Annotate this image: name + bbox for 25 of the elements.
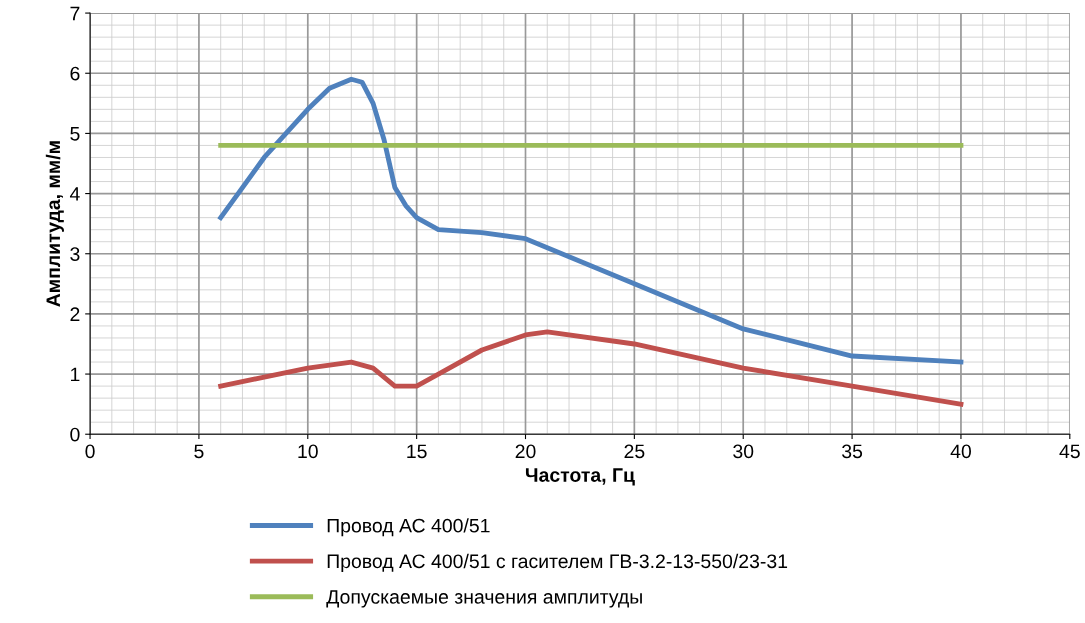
line-series xyxy=(218,76,964,365)
legend-label: Провод АС 400/51 xyxy=(327,518,490,537)
y-tick-label: 3 xyxy=(70,247,80,261)
x-tick-label: 30 xyxy=(733,444,754,459)
x-tick-label: 15 xyxy=(407,444,427,459)
y-tick-label: 1 xyxy=(71,367,80,382)
x-tick-label: 45 xyxy=(1059,444,1080,459)
x-tick-label: 35 xyxy=(842,444,863,459)
y-tick-label: 7 xyxy=(70,6,80,21)
x-tick-label: 10 xyxy=(298,444,318,459)
x-tick-label: 25 xyxy=(624,444,645,459)
x-tick-label: 0 xyxy=(85,444,95,459)
y-tick-label: 0 xyxy=(70,427,80,442)
y-tick-label: 5 xyxy=(70,127,80,141)
x-tick-label: 5 xyxy=(194,444,204,459)
y-tick-label: 6 xyxy=(70,66,80,81)
x-tick-label: 40 xyxy=(950,444,971,459)
y-tick-label: 4 xyxy=(69,187,80,201)
x-tick-label: 20 xyxy=(515,444,536,459)
y-tick-label: 2 xyxy=(70,307,80,321)
legend-label: Провод АС 400/51 с гасителем ГВ-3.2-13-550/23-31 xyxy=(327,553,788,572)
y-axis-title: Амплитуда, мм/м xyxy=(45,141,64,307)
x-axis-title: Частота, Гц xyxy=(525,468,635,486)
legend-label: Допускаемые значения амплитуды xyxy=(326,590,642,608)
line-series xyxy=(218,329,964,407)
